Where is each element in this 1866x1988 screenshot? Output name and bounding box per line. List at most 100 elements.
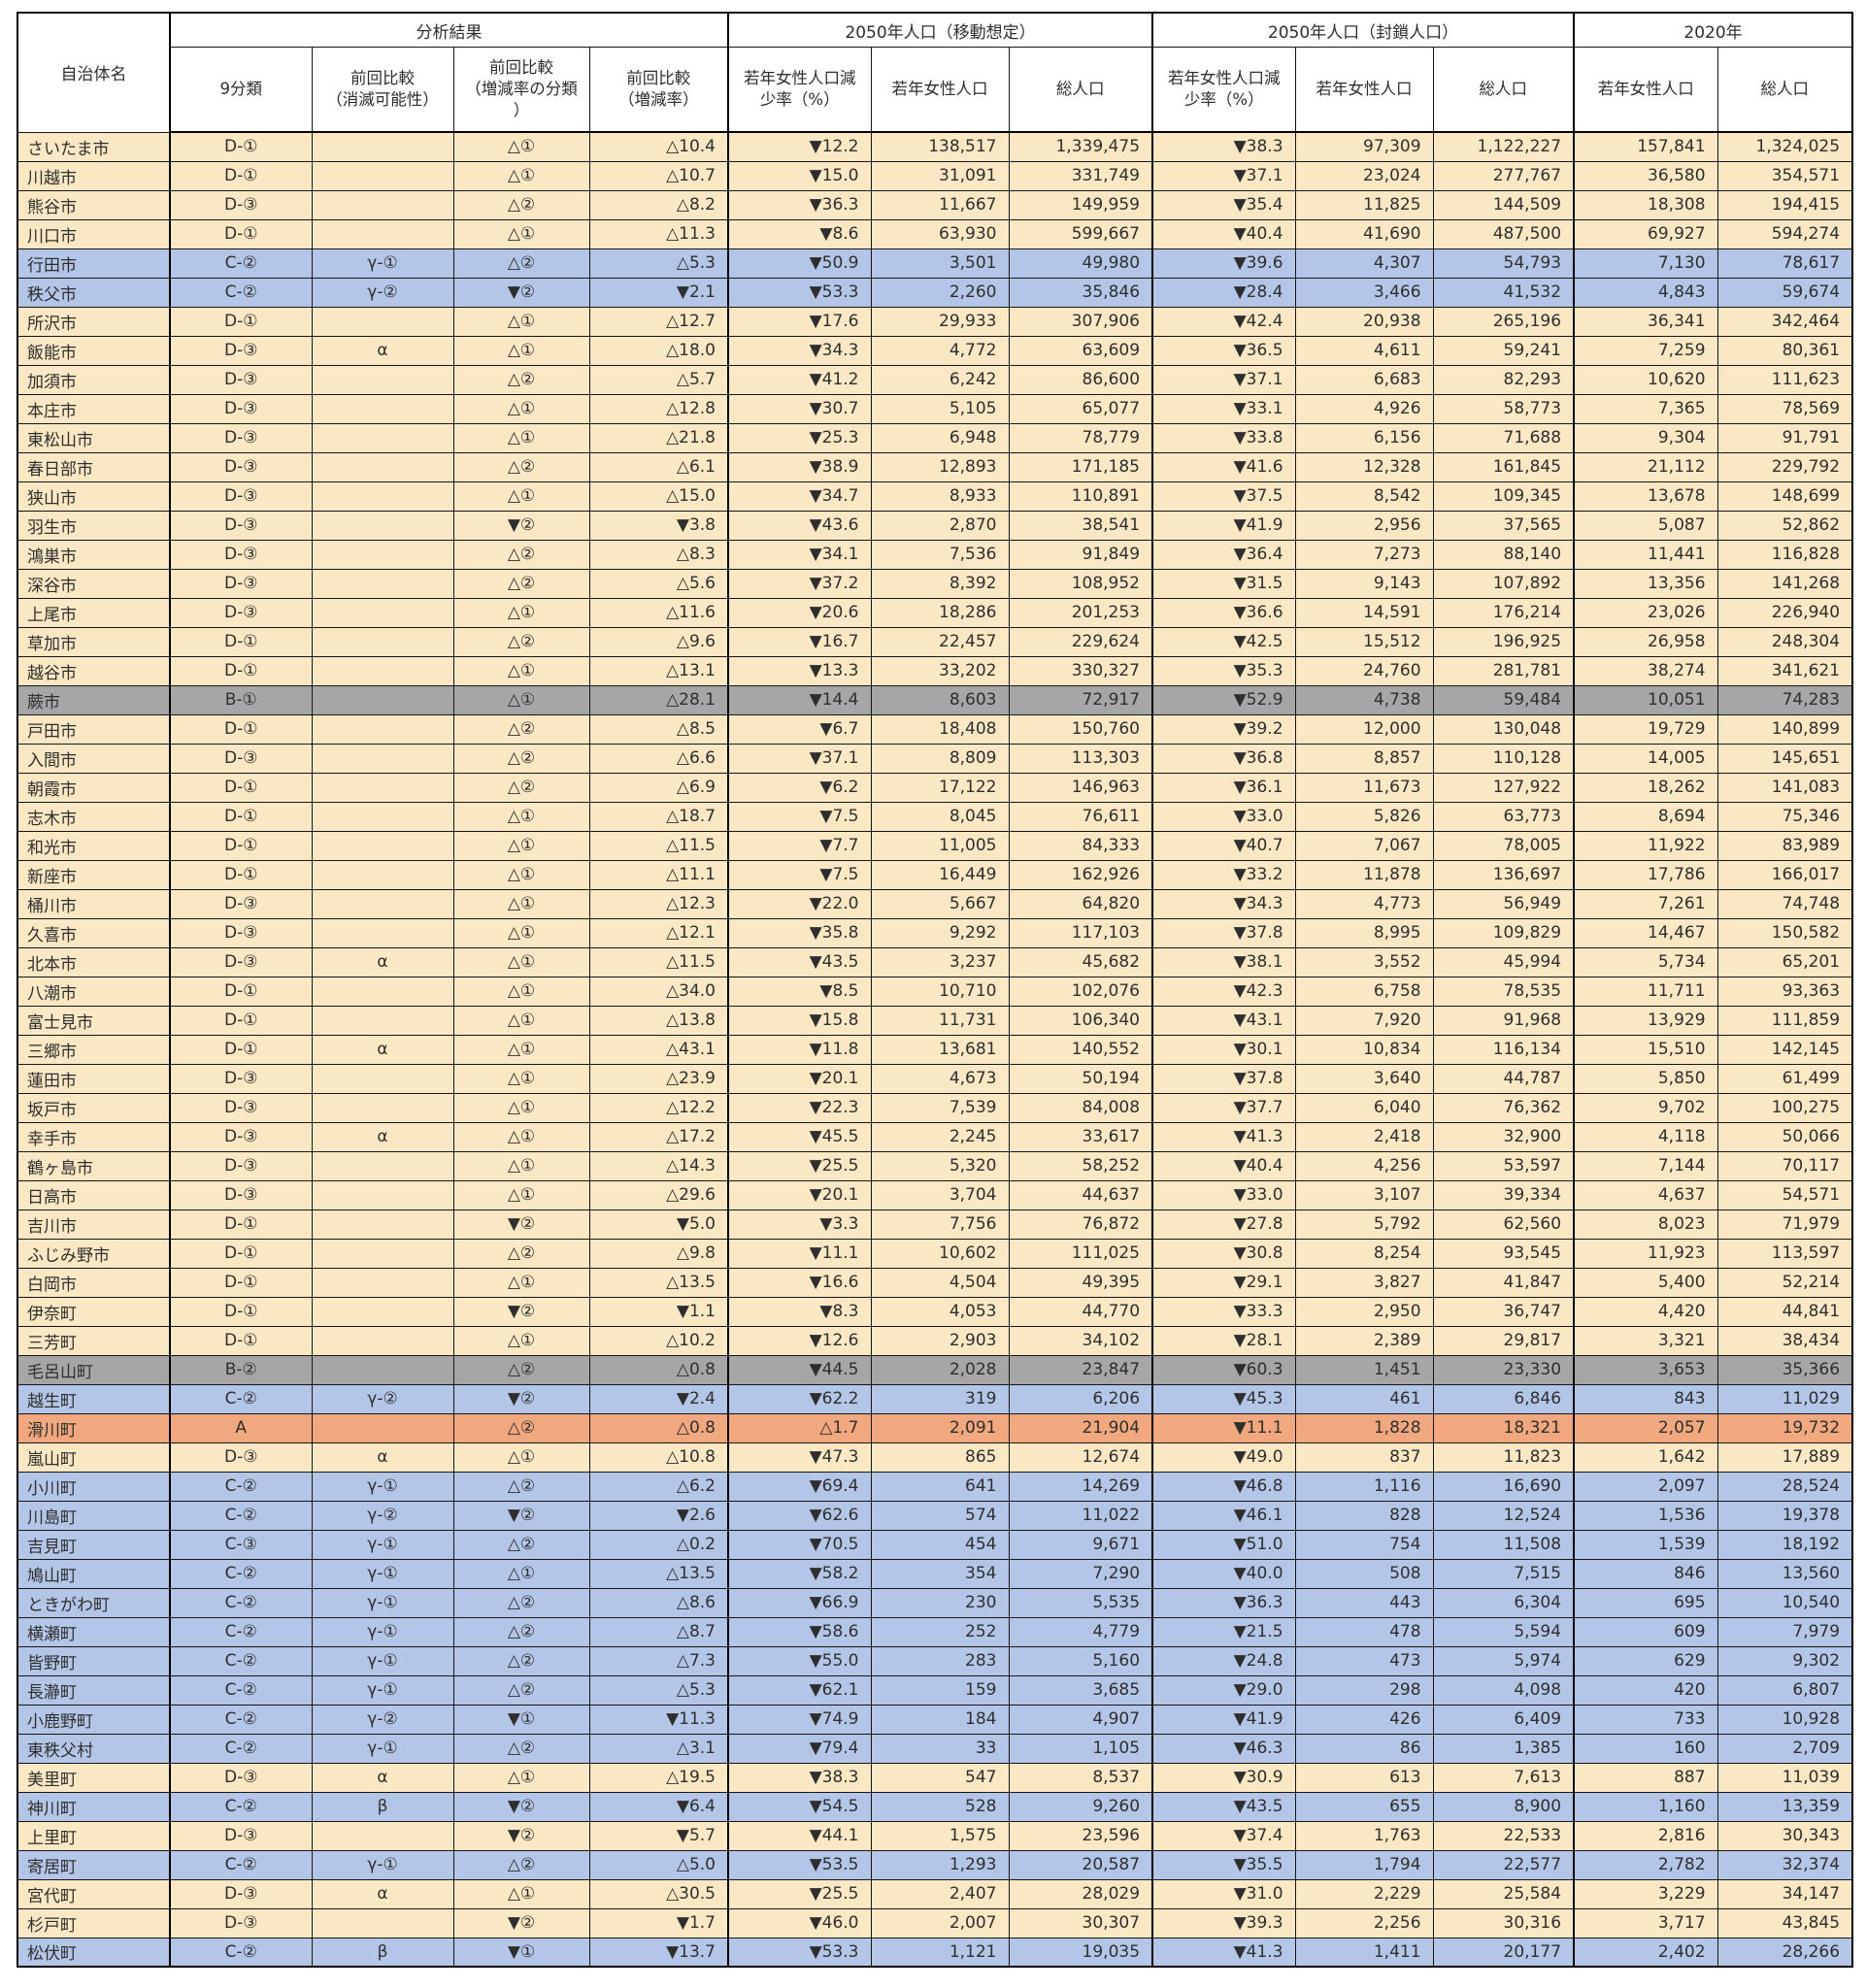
classification-9-cell: D-③	[169, 1762, 313, 1793]
table-row: 草加市 D-① △② △9.6 ▼16.7 22,457 229,624 ▼42…	[17, 626, 1853, 657]
prev-compare-rate-class-cell: △①	[452, 859, 590, 890]
closed-young-female-decline-rate-cell: ▼60.3	[1151, 1354, 1296, 1385]
closed-young-female-decline-rate-cell: ▼35.5	[1151, 1849, 1296, 1880]
y2020-young-female-population-cell: 3,229	[1573, 1878, 1718, 1909]
y2020-young-female-population-cell: 23,026	[1573, 597, 1718, 628]
migration-young-female-population-cell: 184	[870, 1704, 1010, 1735]
municipality-name-cell: 狭山市	[17, 480, 171, 512]
closed-young-female-population-cell: 11,673	[1294, 772, 1434, 803]
y2020-total-population-cell: 59,674	[1716, 277, 1853, 308]
prev-compare-extinction-cell	[311, 1354, 454, 1385]
group-header-2050-closed: 2050年人口（封鎖人口）	[1151, 12, 1575, 48]
prev-compare-extinction-cell: γ-①	[311, 248, 454, 279]
migration-total-population-cell: 162,926	[1008, 859, 1153, 890]
migration-total-population-cell: 44,770	[1008, 1296, 1153, 1327]
classification-9-cell: D-①	[169, 218, 313, 249]
closed-young-female-decline-rate-cell: ▼30.9	[1151, 1762, 1296, 1793]
closed-total-population-cell: 41,532	[1432, 277, 1575, 308]
y2020-young-female-population-cell: 26,958	[1573, 626, 1718, 657]
prev-compare-rate-class-cell: △②	[452, 1587, 590, 1618]
table-row: 長瀞町 C-② γ-① △② △5.3 ▼62.1 159 3,685 ▼29.…	[17, 1674, 1853, 1706]
municipality-name-cell: 入間市	[17, 743, 171, 774]
y2020-total-population-cell: 61,499	[1716, 1063, 1853, 1094]
closed-young-female-population-cell: 4,611	[1294, 335, 1434, 366]
prev-compare-rate-class-cell: △①	[452, 888, 590, 919]
prev-compare-rate-cell: △0.2	[588, 1529, 729, 1560]
closed-young-female-decline-rate-cell: ▼34.3	[1151, 888, 1296, 919]
prev-compare-extinction-cell: β	[311, 1937, 454, 1968]
closed-young-female-decline-rate-cell: ▼39.2	[1151, 713, 1296, 745]
migration-total-population-cell: 4,907	[1008, 1704, 1153, 1735]
y2020-young-female-population-cell: 17,786	[1573, 859, 1718, 890]
closed-young-female-population-cell: 6,156	[1294, 422, 1434, 453]
prev-compare-rate-class-cell: △①	[452, 1121, 590, 1152]
closed-young-female-decline-rate-cell: ▼36.5	[1151, 335, 1296, 366]
prev-compare-rate-cell: △0.8	[588, 1354, 729, 1385]
table-row: 入間市 D-③ △② △6.6 ▼37.1 8,809 113,303 ▼36.…	[17, 743, 1853, 774]
municipality-name-cell: 小鹿野町	[17, 1704, 171, 1735]
prev-compare-rate-cell: △5.7	[588, 364, 729, 395]
closed-young-female-population-cell: 7,273	[1294, 539, 1434, 570]
municipality-name-cell: 深谷市	[17, 568, 171, 599]
closed-young-female-decline-rate-cell: ▼43.1	[1151, 1005, 1296, 1036]
y2020-total-population-cell: 9,302	[1716, 1645, 1853, 1676]
closed-total-population-cell: 8,900	[1432, 1791, 1575, 1822]
y2020-young-female-population-cell: 609	[1573, 1616, 1718, 1647]
migration-total-population-cell: 35,846	[1008, 277, 1153, 308]
prev-compare-rate-class-cell: △①	[452, 131, 590, 162]
migration-young-female-decline-rate-cell: ▼8.3	[727, 1296, 872, 1327]
migration-young-female-decline-rate-cell: ▼55.0	[727, 1645, 872, 1676]
migration-total-population-cell: 106,340	[1008, 1005, 1153, 1036]
migration-young-female-decline-rate-cell: ▼17.6	[727, 306, 872, 337]
y2020-total-population-cell: 100,275	[1716, 1092, 1853, 1123]
closed-young-female-population-cell: 655	[1294, 1791, 1434, 1822]
migration-young-female-population-cell: 4,673	[870, 1063, 1010, 1094]
y2020-total-population-cell: 74,283	[1716, 684, 1853, 715]
municipality-name-cell: 嵐山町	[17, 1441, 171, 1473]
prev-compare-rate-cell: △0.8	[588, 1412, 729, 1443]
y2020-total-population-cell: 30,343	[1716, 1820, 1853, 1851]
closed-young-female-population-cell: 41,690	[1294, 218, 1434, 249]
migration-total-population-cell: 49,395	[1008, 1267, 1153, 1298]
closed-young-female-population-cell: 443	[1294, 1587, 1434, 1618]
y2020-total-population-cell: 78,617	[1716, 248, 1853, 279]
y2020-young-female-population-cell: 1,536	[1573, 1500, 1718, 1531]
prev-compare-rate-class-cell: △②	[452, 1645, 590, 1676]
migration-young-female-decline-rate-cell: ▼70.5	[727, 1529, 872, 1560]
prev-compare-rate-cell: △10.7	[588, 160, 729, 191]
y2020-total-population-cell: 80,361	[1716, 335, 1853, 366]
prev-compare-rate-class-cell: △①	[452, 218, 590, 249]
migration-young-female-decline-rate-cell: ▼58.2	[727, 1558, 872, 1589]
classification-9-cell: C-②	[169, 1471, 313, 1502]
prev-compare-rate-class-cell: ▼②	[452, 1296, 590, 1327]
prev-compare-extinction-cell	[311, 917, 454, 948]
prev-compare-rate-cell: △11.1	[588, 859, 729, 890]
prev-compare-extinction-cell: γ-①	[311, 1529, 454, 1560]
prev-compare-rate-class-cell: △②	[452, 1849, 590, 1880]
prev-compare-rate-cell: △12.7	[588, 306, 729, 337]
closed-total-population-cell: 58,773	[1432, 393, 1575, 424]
migration-young-female-population-cell: 2,870	[870, 510, 1010, 541]
y2020-total-population-cell: 18,192	[1716, 1529, 1853, 1560]
prev-compare-rate-class-cell: △①	[452, 1325, 590, 1356]
migration-young-female-decline-rate-cell: ▼34.7	[727, 480, 872, 512]
prev-compare-rate-class-cell: △①	[452, 160, 590, 191]
closed-total-population-cell: 93,545	[1432, 1238, 1575, 1269]
classification-9-cell: D-③	[169, 539, 313, 570]
y2020-total-population-cell: 52,862	[1716, 510, 1853, 541]
column-header-migration-decline-rate: 若年女性人口減 少率（%）	[727, 47, 872, 133]
y2020-total-population-cell: 150,582	[1716, 917, 1853, 948]
sub-header-row: 9分類 前回比較 （消滅可能性） 前回比較 （増減率の分類 ） 前回比較 （増減…	[17, 47, 1853, 133]
closed-total-population-cell: 136,697	[1432, 859, 1575, 890]
closed-total-population-cell: 6,409	[1432, 1704, 1575, 1735]
y2020-total-population-cell: 10,928	[1716, 1704, 1853, 1735]
prev-compare-rate-cell: △34.0	[588, 976, 729, 1007]
closed-total-population-cell: 5,974	[1432, 1645, 1575, 1676]
table-row: 新座市 D-① △① △11.1 ▼7.5 16,449 162,926 ▼33…	[17, 859, 1853, 890]
group-header-2020: 2020年	[1573, 12, 1853, 48]
prev-compare-rate-class-cell: △①	[452, 1267, 590, 1298]
prev-compare-rate-class-cell: ▼②	[452, 510, 590, 541]
migration-total-population-cell: 201,253	[1008, 597, 1153, 628]
migration-young-female-population-cell: 63,930	[870, 218, 1010, 249]
migration-total-population-cell: 38,541	[1008, 510, 1153, 541]
